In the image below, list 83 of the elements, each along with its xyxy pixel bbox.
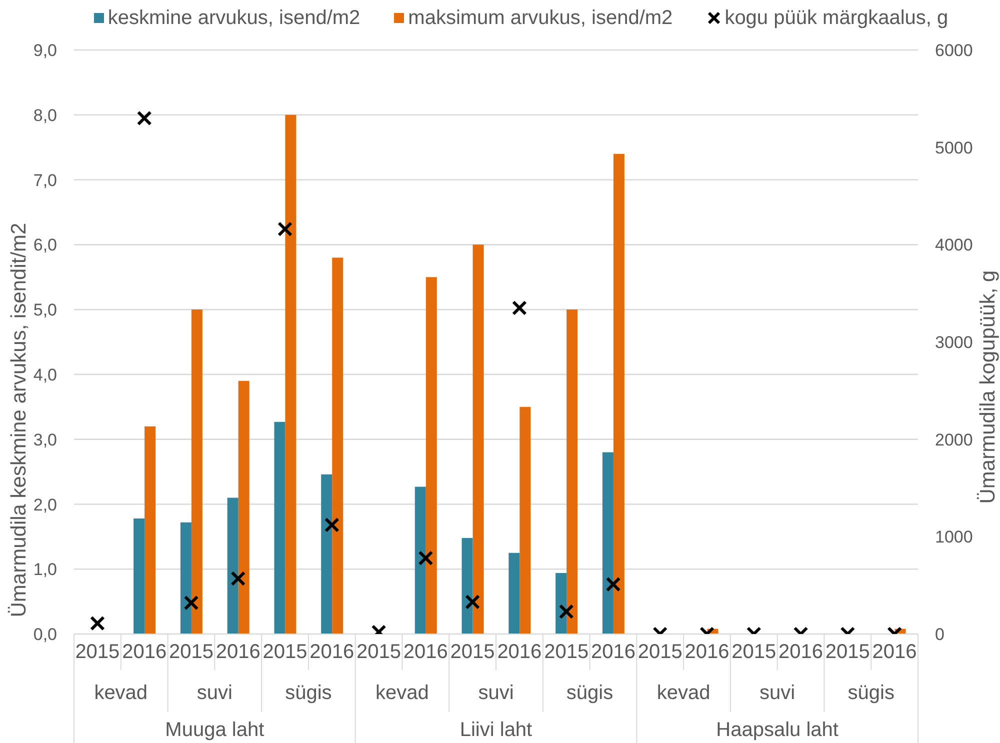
y-tick-label: 8,0 (33, 106, 57, 125)
x-tick-label: 2016 (497, 641, 542, 664)
text: suvi (760, 682, 796, 704)
text: Haapsalu laht (716, 719, 839, 741)
x-tick-label: 2015 (356, 641, 402, 664)
text: kevad (94, 682, 148, 704)
y-tick-label: 3,0 (33, 430, 57, 450)
text: suvi (478, 682, 514, 704)
bar (332, 258, 344, 634)
x-tick-label: 2016 (216, 641, 260, 664)
bar (556, 573, 567, 634)
y2-tick-label: 3000 (935, 333, 973, 352)
text: kevad (656, 682, 710, 704)
x-tick-label: 2015 (638, 641, 682, 664)
x-tick-label: 2015 (732, 641, 776, 664)
bar (134, 518, 145, 634)
y-tick-label: 9,0 (33, 41, 57, 60)
x-tick-label: 2016 (403, 641, 448, 664)
y2-tick-label: 4000 (935, 236, 973, 255)
y-tick-label: 5,0 (33, 300, 57, 320)
y2-tick-label: 0 (935, 625, 944, 644)
bar (472, 244, 484, 634)
bar (613, 154, 624, 634)
x-tick-label: 2016 (122, 641, 167, 664)
x-tick-label: 2015 (450, 641, 495, 664)
point (90, 616, 105, 631)
y2-tick-label: 2000 (935, 430, 973, 450)
bar (566, 310, 578, 634)
point (606, 576, 621, 592)
text: Liivi laht (460, 719, 533, 741)
bar (144, 426, 156, 634)
legend-label: maksimum arvukus, isend/m2 (408, 6, 673, 30)
point (512, 300, 527, 316)
text: sügis (848, 682, 894, 704)
bar (227, 498, 238, 634)
point (230, 571, 246, 586)
bar (462, 538, 473, 634)
point (278, 222, 292, 237)
y2-tick-label: 6000 (935, 41, 973, 60)
bar (426, 277, 437, 634)
bar (238, 380, 250, 634)
x-tick-label: 2016 (310, 641, 354, 664)
point (136, 110, 152, 126)
x-tick-label: 2016 (590, 641, 636, 664)
bar (285, 114, 296, 634)
bar (602, 452, 614, 634)
y-axis-title: Ümarmudila keskmine arvukus, isendit/m2 (8, 222, 30, 618)
point (558, 604, 574, 620)
y2-tick-label: 5000 (935, 138, 973, 158)
text: sügis (566, 682, 614, 704)
x-tick-label: 2016 (872, 641, 917, 664)
x-tick-label: 2015 (75, 641, 120, 664)
x-tick-label: 2015 (825, 641, 870, 664)
y-tick-label: 0,0 (33, 625, 57, 644)
y-tick-label: 6,0 (33, 236, 57, 255)
x-tick-label: 2016 (684, 641, 730, 664)
bar (508, 552, 520, 634)
bar (180, 522, 192, 634)
y-tick-label: 7,0 (33, 170, 57, 190)
y-tick-label: 1,0 (33, 560, 57, 580)
point (418, 550, 434, 566)
y-tick-label: 4,0 (33, 365, 57, 384)
y2-axis-title: Ümarmudila kogupüük, g (976, 270, 1000, 504)
bar (274, 422, 286, 634)
point (324, 517, 340, 532)
x-tick-label: 2015 (544, 641, 589, 664)
bar (321, 474, 332, 634)
text: kevad (376, 682, 429, 704)
y2-tick-label: 1000 (935, 528, 973, 547)
bar (520, 406, 531, 634)
y-tick-label: 2,0 (33, 495, 57, 514)
x-tick-label: 2015 (262, 641, 308, 664)
text: Muuga laht (165, 719, 265, 741)
text: suvi (196, 682, 232, 704)
text: sügis (285, 682, 332, 704)
bar (414, 486, 426, 634)
point (465, 594, 480, 610)
legend-label: keskmine arvukus, isend/m2 (108, 6, 360, 30)
x-tick-label: 2015 (168, 641, 214, 664)
x-tick-label: 2016 (778, 641, 824, 664)
point (184, 595, 199, 610)
legend-label: kogu püük märgkaalus, g (724, 6, 948, 30)
bar (191, 310, 202, 634)
